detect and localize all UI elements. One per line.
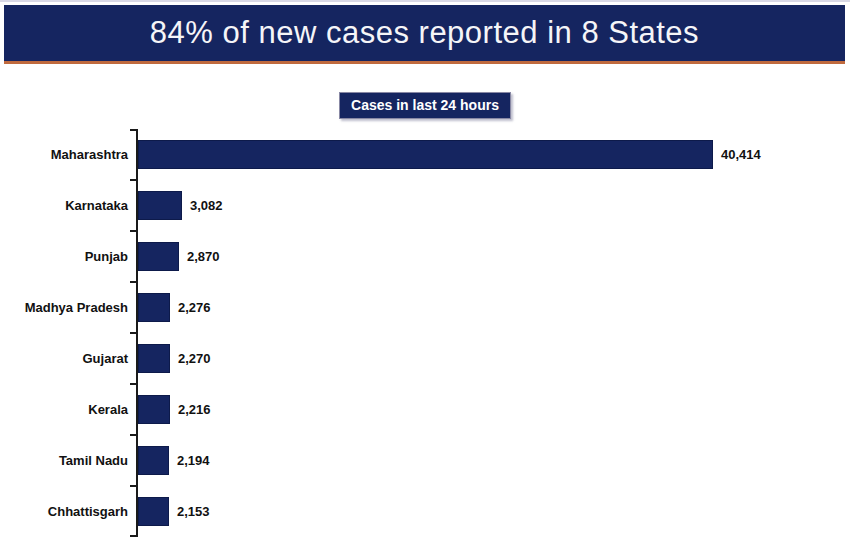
bar [138,395,170,424]
page-title: 84% of new cases reported in 8 States [150,15,699,51]
category-label: Chhattisgarh [0,504,128,519]
chart-row: Maharashtra 40,414 [0,129,850,180]
category-label: Tamil Nadu [0,453,128,468]
bar-chart: Maharashtra 40,414 Karnataka 3,082 Punjab 2,8… [0,129,850,537]
bar [138,497,169,526]
chart-title: Cases in last 24 hours [339,92,511,119]
bar [138,446,169,475]
value-label: 2,194 [177,453,210,468]
chart-row: Kerala 2,216 [0,384,850,435]
value-label: 3,082 [190,198,223,213]
chart-row: Tamil Nadu 2,194 [0,435,850,486]
chart-rows: Maharashtra 40,414 Karnataka 3,082 Punjab 2,8… [0,129,850,537]
chart-row: Chhattisgarh 2,153 [0,486,850,537]
chart-row: Karnataka 3,082 [0,180,850,231]
value-label: 2,153 [177,504,210,519]
bar [138,293,170,322]
value-label: 40,414 [721,147,761,162]
chart-row: Punjab 2,870 [0,231,850,282]
bar [138,344,170,373]
header-banner: 84% of new cases reported in 8 States [4,5,845,64]
value-label: 2,276 [178,300,211,315]
category-label: Punjab [0,249,128,264]
value-label: 2,270 [178,351,211,366]
bar [138,140,713,169]
chart-title-wrap: Cases in last 24 hours [0,92,850,119]
chart-row: Madhya Pradesh 2,276 [0,282,850,333]
category-label: Maharashtra [0,147,128,162]
infographic-page: 84% of new cases reported in 8 States Ca… [0,0,850,550]
category-label: Karnataka [0,198,128,213]
bar [138,191,182,220]
value-label: 2,216 [178,402,211,417]
value-label: 2,870 [187,249,220,264]
bar [138,242,179,271]
category-label: Kerala [0,402,128,417]
chart-row: Gujarat 2,270 [0,333,850,384]
category-label: Madhya Pradesh [0,300,128,315]
category-label: Gujarat [0,351,128,366]
